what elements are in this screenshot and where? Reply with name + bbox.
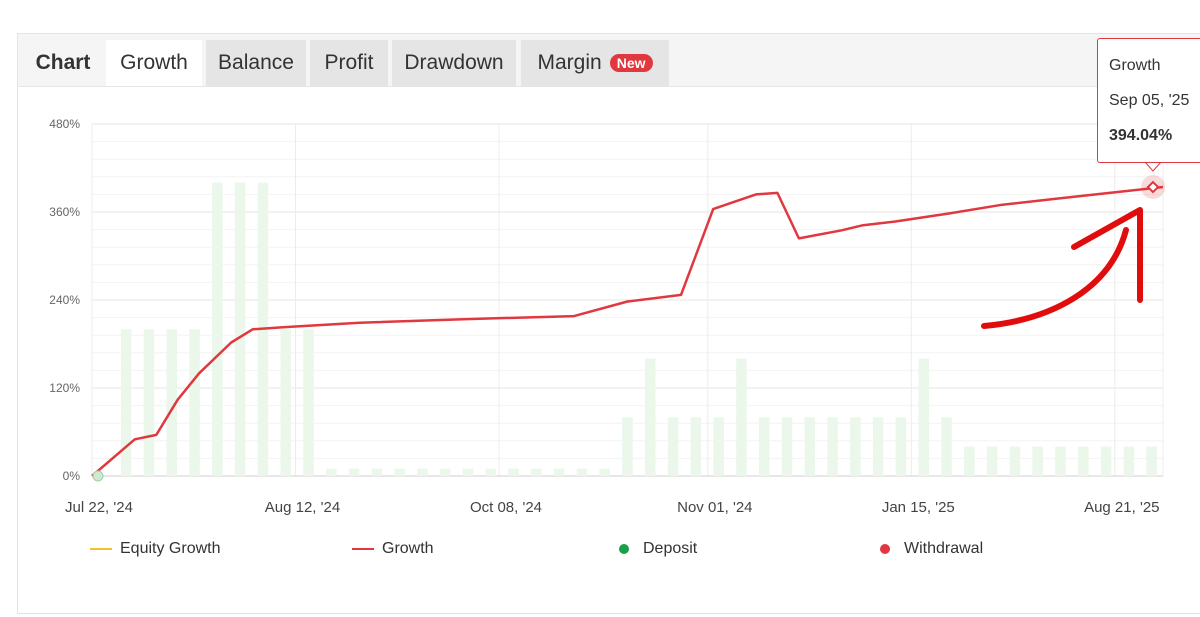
arrow-head (1071, 207, 1143, 303)
x-tick-label: Aug 12, '24 (265, 499, 340, 516)
new-badge: New (609, 54, 653, 72)
growth-line (91, 185, 1164, 477)
tab-drawdown[interactable]: Drawdown (392, 40, 516, 86)
annotation (981, 207, 1143, 329)
x-tick-label: Nov 01, '24 (677, 499, 752, 516)
bar (1078, 446, 1089, 476)
bar (713, 417, 724, 476)
bar (781, 417, 793, 476)
bar (462, 468, 474, 476)
bar (1032, 446, 1043, 476)
tab-growth[interactable]: Growth (106, 40, 202, 86)
bar (941, 417, 952, 476)
legend-equity-growth[interactable]: Equity Growth (90, 540, 220, 558)
bar (1100, 446, 1112, 476)
bar (485, 468, 497, 476)
bar (690, 417, 702, 476)
y-tick-label: 0% (63, 469, 81, 483)
y-axis: 0% 120% 240% 360% 480% (49, 117, 80, 483)
hover-marker (1146, 180, 1160, 194)
bar (1055, 446, 1066, 476)
bars (120, 182, 1157, 476)
tooltip-series: Growth (1109, 57, 1161, 74)
y-tick-label: 480% (49, 117, 80, 131)
tab-drawdown-label: Drawdown (404, 51, 504, 74)
bar (736, 358, 747, 476)
legend-withdrawal-label: Withdrawal (904, 540, 984, 557)
tooltip-date: Sep 05, '25 (1109, 92, 1190, 109)
tab-profit-label: Profit (324, 51, 374, 74)
bar (417, 468, 428, 476)
legend-deposit-swatch (619, 544, 629, 554)
bar (895, 417, 907, 476)
tooltip-value: 394.04% (1109, 127, 1173, 144)
bar (1146, 446, 1157, 476)
y-tick-label: 120% (49, 381, 80, 395)
bar (143, 329, 155, 476)
legend-withdrawal[interactable]: Withdrawal (880, 540, 983, 558)
bar (1009, 446, 1021, 476)
x-tick-label: Oct 08, '24 (470, 499, 542, 516)
legend-deposit-label: Deposit (643, 540, 698, 557)
tab-bar: Chart Growth Balance Profit Drawdown Mar… (18, 34, 1200, 87)
bar (622, 417, 633, 476)
bar (645, 358, 656, 476)
bar (120, 329, 132, 476)
bar (303, 329, 314, 476)
x-tick-label: Aug 21, '25 (1084, 499, 1159, 516)
bar (234, 182, 246, 476)
bar (986, 446, 998, 476)
x-tick-label: Jan 15, '25 (882, 499, 955, 516)
bar (576, 468, 588, 476)
bar (508, 468, 519, 476)
bar (166, 329, 177, 476)
tab-balance-label: Balance (218, 51, 294, 74)
tooltip-pointer (1144, 161, 1162, 172)
bar (872, 417, 884, 476)
tab-growth-label: Growth (120, 51, 188, 74)
tab-balance[interactable]: Balance (206, 40, 306, 86)
y-tick-label: 240% (49, 293, 80, 307)
legend-growth-label: Growth (382, 540, 434, 557)
bar (371, 468, 383, 476)
bar (280, 329, 291, 476)
legend: Equity Growth Growth Deposit Withdrawal (0, 540, 1200, 566)
bar (918, 358, 929, 476)
bar (758, 417, 770, 476)
bar (189, 329, 200, 476)
lines (91, 185, 1164, 477)
bar (394, 468, 405, 476)
legend-withdrawal-swatch (880, 544, 890, 554)
data-tooltip: Growth Sep 05, '25 394.04% (1097, 38, 1200, 163)
legend-growth[interactable]: Growth (352, 540, 434, 558)
bar (326, 468, 337, 476)
y-tick-label: 360% (49, 205, 80, 219)
tab-margin-label: Margin (537, 51, 602, 74)
chart-title: Chart (35, 51, 91, 74)
legend-growth-swatch (352, 548, 374, 550)
bar (531, 468, 542, 476)
bar (348, 468, 360, 476)
legend-deposit[interactable]: Deposit (619, 540, 697, 558)
bar (212, 182, 223, 476)
legend-equity-growth-swatch (90, 548, 112, 550)
tab-margin[interactable]: Margin New (521, 40, 669, 86)
bar (827, 417, 838, 476)
bar (439, 468, 451, 476)
bar (1123, 446, 1135, 476)
bar (599, 468, 610, 476)
tab-profit[interactable]: Profit (310, 40, 388, 86)
markers (92, 161, 1165, 482)
x-axis: Jul 22, '24 Aug 12, '24 Oct 08, '24 Nov 01,… (65, 499, 1159, 516)
bar (667, 417, 679, 476)
bar (553, 468, 565, 476)
bar (850, 417, 861, 476)
deposit-marker (92, 470, 104, 482)
arrow-annotation (981, 227, 1129, 329)
legend-equity-growth-label: Equity Growth (120, 540, 221, 557)
bar (964, 446, 975, 476)
x-tick-label: Jul 22, '24 (65, 499, 133, 516)
bar (804, 417, 816, 476)
